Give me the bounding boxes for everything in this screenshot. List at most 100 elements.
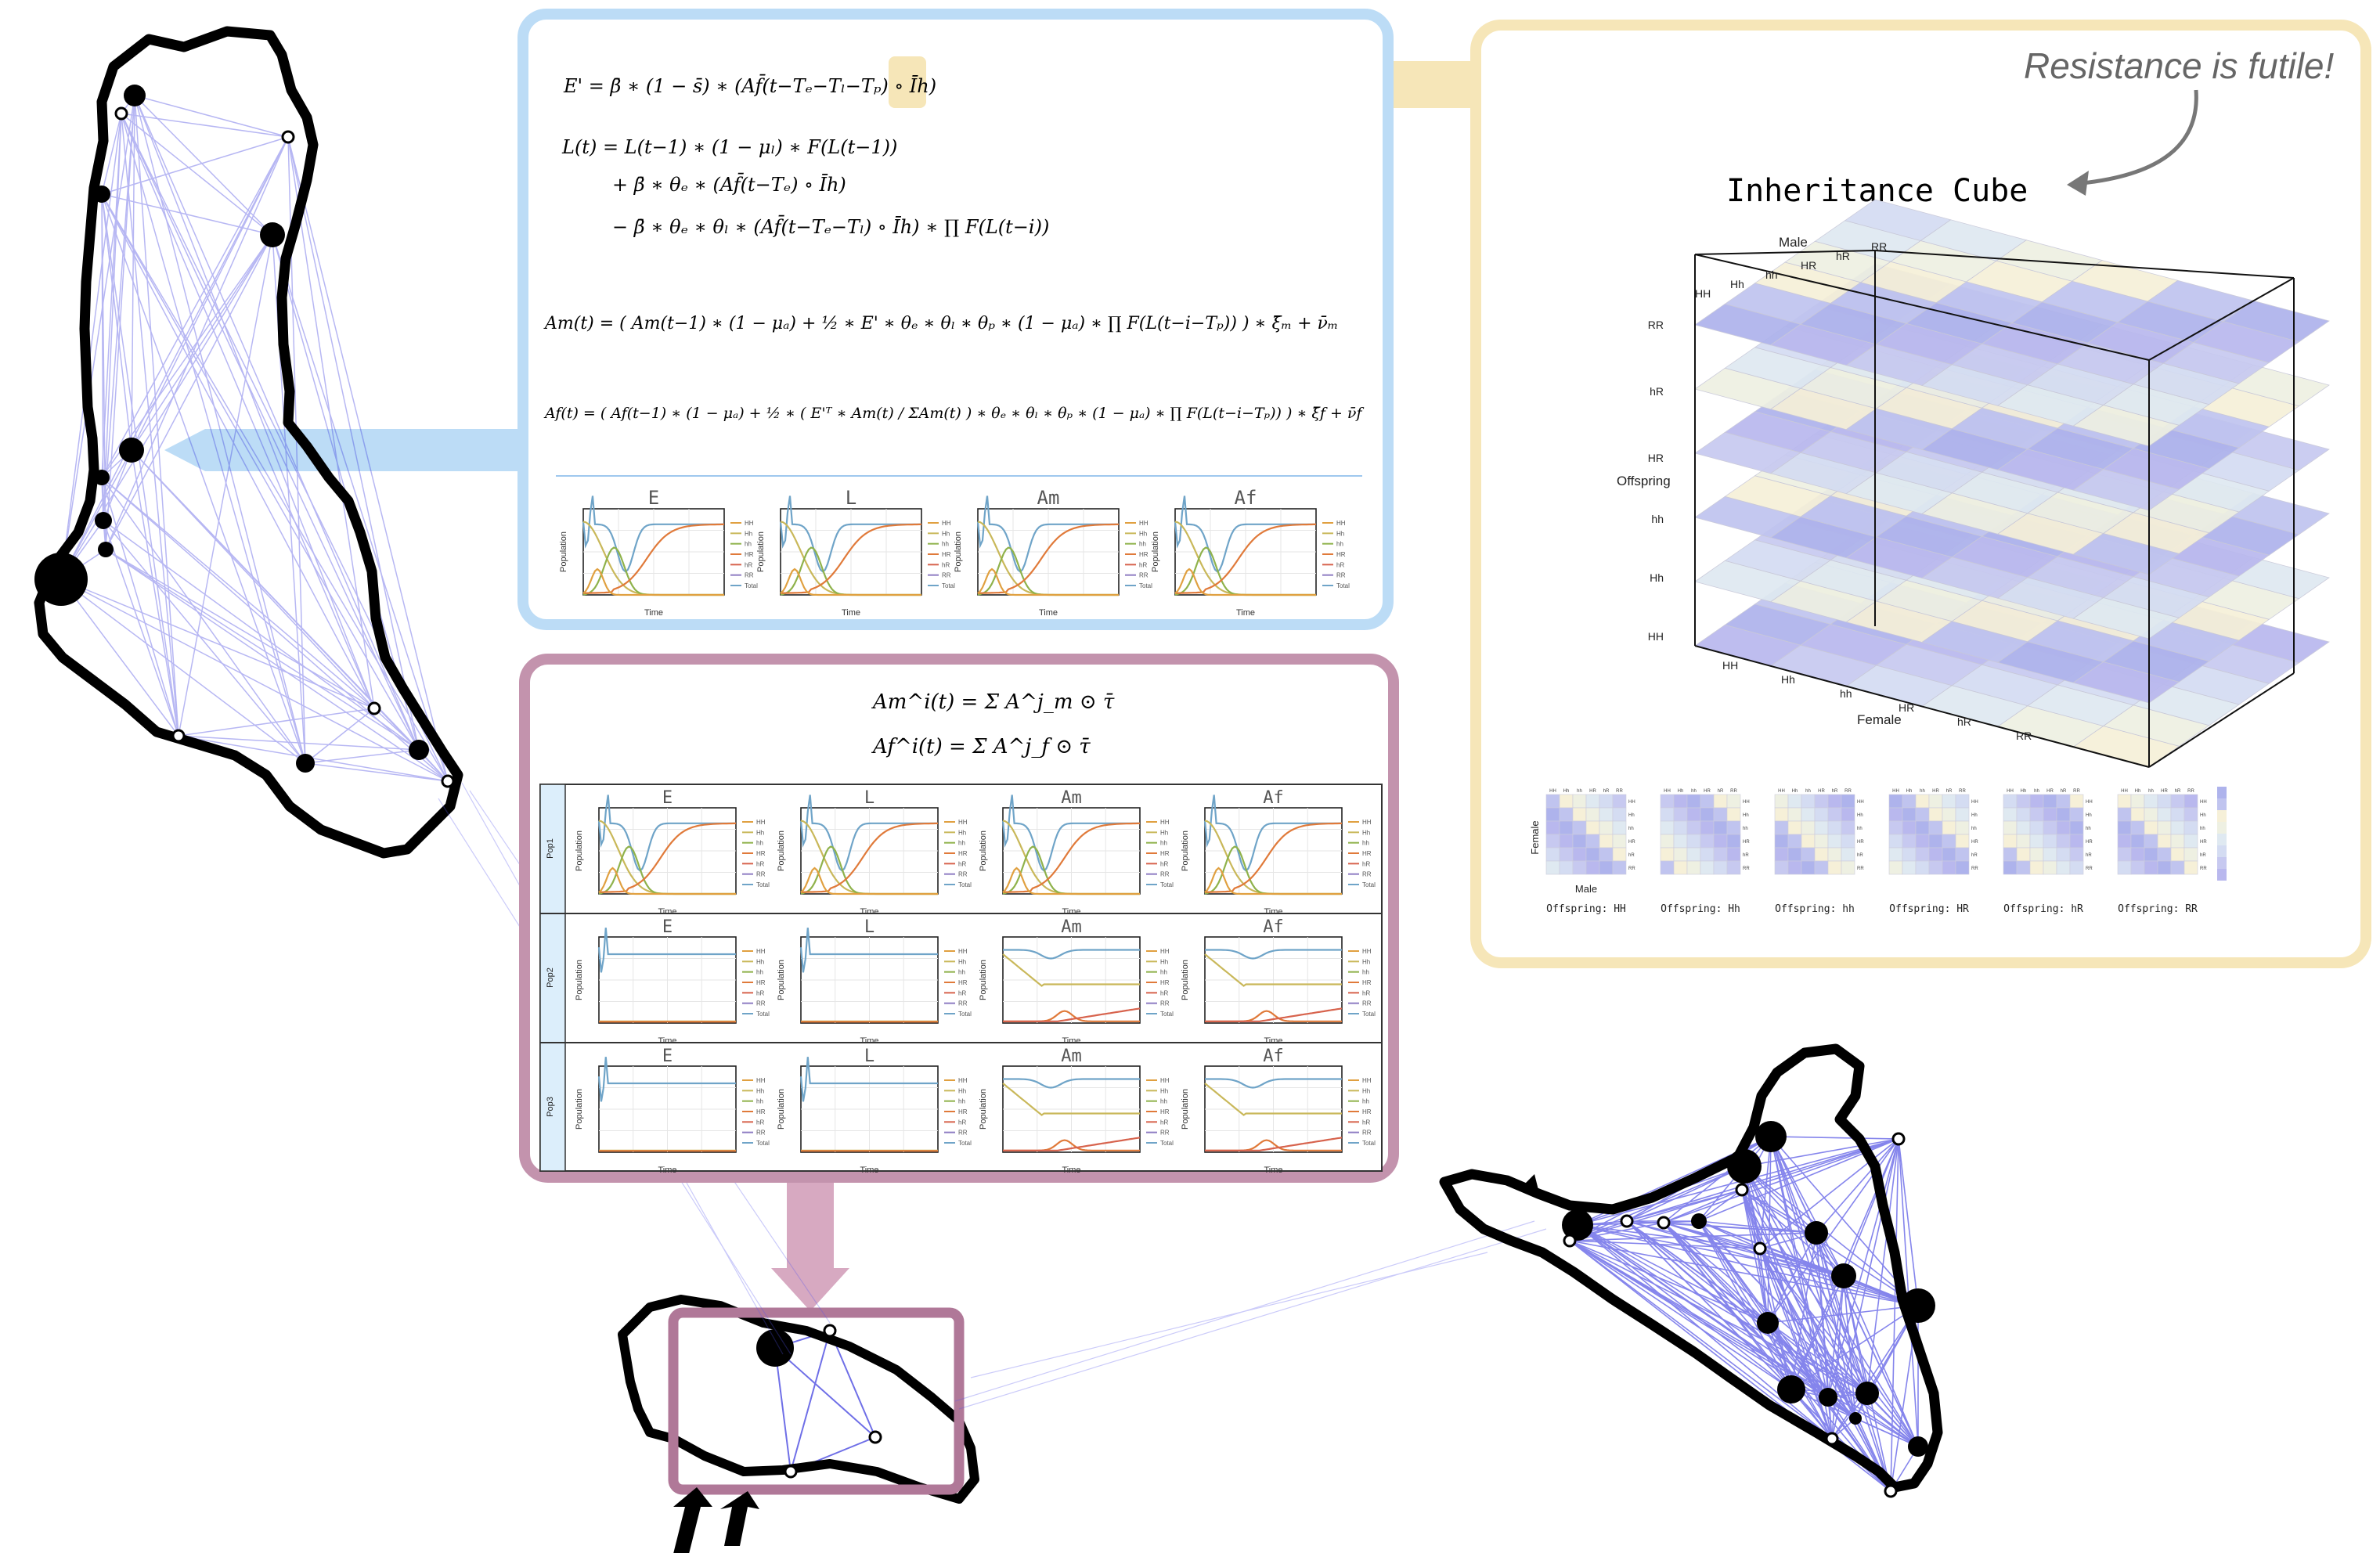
svg-text:Hh: Hh bbox=[958, 829, 966, 836]
network-edge bbox=[1577, 1224, 1844, 1277]
svg-text:Total: Total bbox=[1160, 881, 1174, 888]
network-edge bbox=[305, 749, 420, 764]
svg-text:HR: HR bbox=[756, 850, 766, 857]
network-node bbox=[260, 222, 285, 247]
network-node bbox=[441, 774, 455, 788]
svg-text:HR: HR bbox=[1160, 1108, 1170, 1115]
svg-text:HH: HH bbox=[756, 819, 766, 826]
svg-text:RR: RR bbox=[2200, 867, 2207, 871]
network-edge bbox=[60, 136, 289, 580]
network-edge bbox=[105, 549, 375, 709]
network-edge bbox=[60, 578, 449, 782]
svg-text:Total: Total bbox=[942, 582, 955, 589]
equation-larvae-line-1: L(t) = L(t−1) ∗ (1 − μₗ) ∗ F(L(t−1)) bbox=[561, 136, 897, 158]
svg-text:Hh: Hh bbox=[756, 1087, 764, 1094]
network-edge bbox=[131, 449, 179, 737]
svg-text:RR: RR bbox=[958, 871, 968, 878]
svg-text:HH: HH bbox=[1160, 819, 1170, 826]
offspring-slice: HH Hh hh HR hR RR HH Hh hh HR hR RR Offspring: HH bbox=[1545, 789, 1635, 915]
svg-text:hR: hR bbox=[2086, 853, 2092, 858]
svg-text:HR: HR bbox=[1743, 840, 1750, 845]
right-island-nodes bbox=[1562, 1121, 1935, 1498]
svg-text:hR: hR bbox=[942, 561, 950, 568]
cube-tick-male: hR bbox=[1836, 250, 1850, 262]
network-edge bbox=[134, 95, 273, 236]
network-edge bbox=[774, 1347, 876, 1438]
offspring-slice: HH Hh hh HR hR RR HH Hh hh HR hR RR Offspring: hh bbox=[1774, 789, 1864, 915]
cube-tick-male: Hh bbox=[1730, 278, 1744, 290]
svg-text:Hh: Hh bbox=[1971, 813, 1978, 818]
svg-text:RR: RR bbox=[1616, 789, 1623, 794]
network-edge bbox=[101, 193, 106, 550]
cube-tick-female: hR bbox=[1957, 715, 1971, 728]
network-edge bbox=[1741, 1189, 1817, 1234]
network-edge bbox=[105, 136, 289, 550]
network-node bbox=[93, 186, 110, 203]
equation-adult-female: Af(t) = ( Af(t−1) ∗ (1 − μₐ) + ½ ∗ ( E'ᵀ… bbox=[543, 405, 1364, 422]
network-edge bbox=[103, 520, 306, 764]
svg-text:RR: RR bbox=[756, 1000, 766, 1007]
network-edge bbox=[1816, 1138, 1899, 1234]
slice-label: Offspring: Hh bbox=[1661, 903, 1740, 915]
cube-tick-female: HR bbox=[1899, 701, 1914, 714]
svg-text:HR: HR bbox=[1818, 789, 1825, 794]
svg-text:hR: hR bbox=[1832, 789, 1838, 794]
network-node bbox=[1563, 1234, 1577, 1248]
bottom-marker-arrow-1 bbox=[673, 1487, 712, 1553]
network-edge bbox=[1569, 1240, 1856, 1419]
cube-tick-male: HH bbox=[1695, 287, 1711, 300]
network-edge bbox=[101, 193, 273, 236]
cube-axis-offspring: Offspring bbox=[1617, 474, 1671, 488]
svg-text:hR: hR bbox=[2200, 853, 2206, 858]
network-edge bbox=[1831, 1305, 1919, 1439]
network-edge bbox=[103, 520, 420, 751]
network-node bbox=[296, 754, 315, 773]
svg-text:HH: HH bbox=[958, 819, 968, 826]
svg-text:Hh: Hh bbox=[1678, 789, 1684, 794]
equation-migration-male: Am^i(t) = Σ A^j_m ⊙ τ̄ bbox=[871, 690, 1115, 714]
svg-text:RR: RR bbox=[1628, 867, 1635, 871]
svg-text:Hh: Hh bbox=[2021, 789, 2027, 794]
network-edge bbox=[287, 136, 375, 709]
svg-text:HR: HR bbox=[958, 1108, 968, 1115]
svg-text:Population: Population bbox=[979, 960, 988, 1000]
network-edge bbox=[1816, 1232, 1856, 1419]
svg-text:HR: HR bbox=[756, 1108, 766, 1115]
mini-plot-Am: Am HH Hh hh HR hR RR Total Time Population bbox=[954, 487, 1152, 618]
svg-text:Population: Population bbox=[1181, 831, 1190, 871]
svg-text:HR: HR bbox=[1336, 551, 1346, 558]
svg-text:HR: HR bbox=[958, 979, 968, 986]
slice-axis-female: Female bbox=[1529, 820, 1541, 854]
svg-text:hh: hh bbox=[756, 840, 763, 847]
svg-text:HH: HH bbox=[1362, 948, 1372, 955]
network-node bbox=[1805, 1221, 1828, 1245]
network-edge bbox=[103, 113, 122, 521]
svg-text:hR: hR bbox=[1160, 1119, 1168, 1126]
svg-text:RR: RR bbox=[1844, 789, 1852, 794]
network-edge bbox=[1759, 1248, 1769, 1324]
svg-text:HH: HH bbox=[958, 1077, 968, 1084]
svg-text:Total: Total bbox=[1336, 582, 1350, 589]
network-edge bbox=[1663, 1222, 1868, 1394]
slice-colorbar-cell bbox=[2217, 810, 2227, 822]
svg-text:HH: HH bbox=[1362, 819, 1372, 826]
network-node bbox=[98, 542, 114, 557]
svg-text:Hh: Hh bbox=[1743, 813, 1749, 818]
svg-text:hR: hR bbox=[958, 860, 966, 867]
svg-text:hR: hR bbox=[1362, 1119, 1370, 1126]
network-node bbox=[1755, 1121, 1787, 1152]
network-edge bbox=[101, 113, 122, 195]
network-edge bbox=[1770, 1136, 1899, 1140]
svg-text:hh: hh bbox=[958, 840, 965, 847]
offspring-slice: HH Hh hh HR hR RR HH Hh hh HR hR RR Offspring: HR bbox=[1888, 789, 1978, 915]
svg-text:hh: hh bbox=[1628, 827, 1634, 831]
slice-colorbar-cell bbox=[2217, 869, 2227, 881]
svg-text:Population: Population bbox=[1181, 960, 1190, 1000]
network-edge bbox=[1626, 1166, 1745, 1222]
svg-text:hh: hh bbox=[1160, 840, 1167, 847]
svg-text:RR: RR bbox=[1160, 1000, 1170, 1007]
right-island-spike bbox=[1523, 1174, 1541, 1199]
network-node bbox=[1777, 1375, 1805, 1403]
bottom-island-network-edges bbox=[774, 1330, 876, 1472]
